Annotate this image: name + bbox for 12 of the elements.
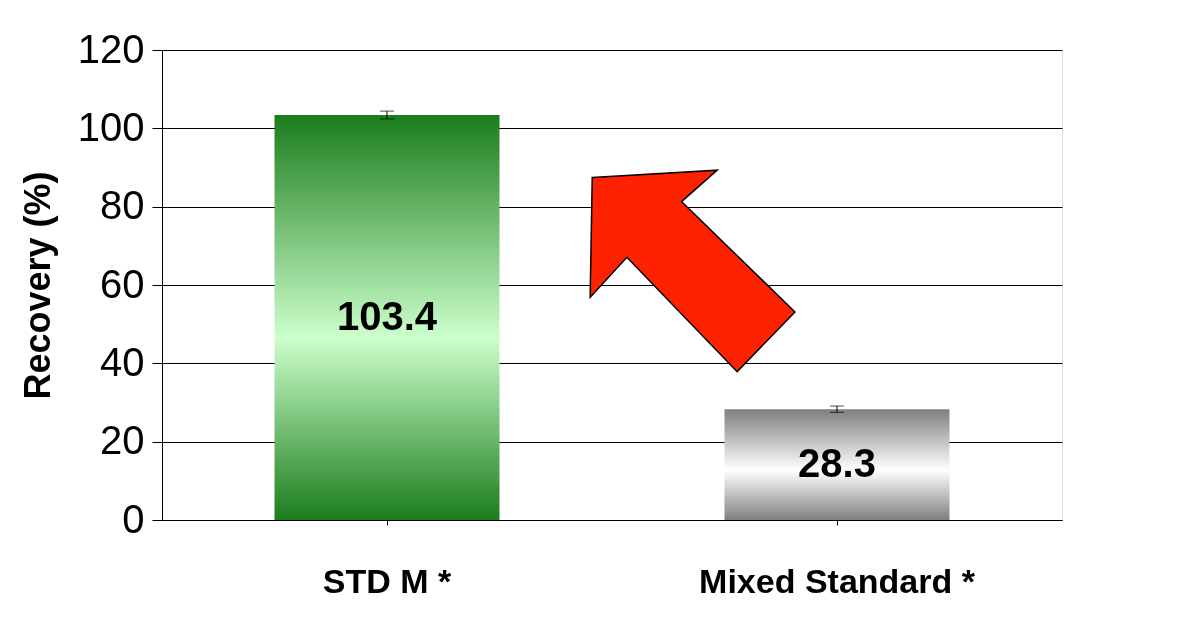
y-tick-label: 60 xyxy=(100,261,145,306)
y-tick-label: 80 xyxy=(100,183,145,228)
y-tick-label: 0 xyxy=(122,496,145,541)
y-axis-title: Recovery (%) xyxy=(16,171,58,400)
data-label: 28.3 xyxy=(798,440,876,485)
y-tick-label: 120 xyxy=(77,26,145,71)
y-tick-label: 100 xyxy=(77,104,145,149)
x-tick-label: STD M * xyxy=(322,561,452,600)
data-label: 103.4 xyxy=(336,293,438,338)
y-tick-label: 40 xyxy=(100,339,145,384)
y-tick-label: 20 xyxy=(100,418,145,463)
x-tick-label: Mixed Standard * xyxy=(699,561,976,600)
